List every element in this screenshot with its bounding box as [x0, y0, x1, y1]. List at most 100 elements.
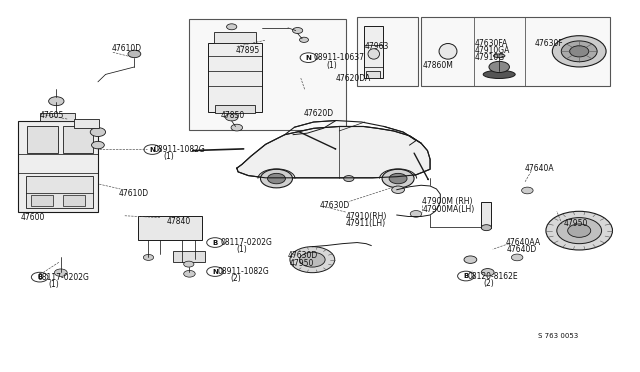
Circle shape: [382, 169, 414, 188]
Ellipse shape: [483, 70, 515, 78]
Circle shape: [231, 124, 243, 131]
Text: 47910GA: 47910GA: [475, 46, 510, 55]
Text: (1): (1): [237, 246, 248, 254]
Text: 47963: 47963: [365, 42, 389, 51]
Ellipse shape: [489, 61, 509, 73]
Text: 47640D: 47640D: [507, 246, 537, 254]
Text: 47640A: 47640A: [525, 164, 554, 173]
Text: 08911-1082G: 08911-1082G: [154, 145, 205, 154]
Circle shape: [410, 211, 422, 217]
Circle shape: [227, 24, 237, 30]
Circle shape: [570, 46, 589, 57]
Text: 47630FA: 47630FA: [475, 39, 508, 48]
Text: 47911(LH): 47911(LH): [346, 219, 386, 228]
Circle shape: [90, 128, 106, 137]
Text: 47860M: 47860M: [422, 61, 453, 70]
Text: 47600: 47600: [20, 213, 45, 222]
Text: N: N: [305, 55, 312, 61]
Text: N: N: [149, 147, 156, 153]
Circle shape: [290, 247, 335, 273]
Circle shape: [522, 187, 533, 194]
Text: 08120-8162E: 08120-8162E: [467, 272, 518, 280]
FancyBboxPatch shape: [74, 119, 99, 128]
Text: (1): (1): [48, 280, 59, 289]
Circle shape: [481, 269, 494, 276]
FancyBboxPatch shape: [481, 202, 491, 228]
Text: 47895: 47895: [236, 46, 260, 55]
Text: 08911-10637: 08911-10637: [314, 53, 365, 62]
Text: S 763 0053: S 763 0053: [538, 333, 578, 339]
Circle shape: [300, 53, 317, 62]
Circle shape: [392, 186, 404, 193]
Text: 47840: 47840: [166, 217, 191, 226]
FancyBboxPatch shape: [215, 105, 255, 113]
Circle shape: [389, 173, 407, 184]
Circle shape: [561, 41, 597, 62]
Circle shape: [458, 271, 474, 281]
Circle shape: [207, 267, 223, 276]
Circle shape: [268, 173, 285, 184]
FancyBboxPatch shape: [63, 126, 93, 153]
Circle shape: [49, 97, 64, 106]
Circle shape: [557, 218, 602, 244]
FancyBboxPatch shape: [26, 176, 93, 208]
Text: 47640AA: 47640AA: [506, 238, 541, 247]
FancyBboxPatch shape: [31, 195, 53, 206]
Text: 47620DA: 47620DA: [336, 74, 371, 83]
Text: 47610D: 47610D: [112, 44, 142, 53]
Circle shape: [344, 176, 354, 182]
Circle shape: [546, 211, 612, 250]
Text: 47910(RH): 47910(RH): [346, 212, 387, 221]
FancyBboxPatch shape: [189, 19, 346, 130]
Text: 47620D: 47620D: [304, 109, 334, 118]
FancyBboxPatch shape: [364, 26, 383, 78]
FancyBboxPatch shape: [18, 121, 98, 212]
Circle shape: [92, 141, 104, 149]
Text: 47950: 47950: [563, 219, 588, 228]
Circle shape: [481, 225, 492, 231]
Text: 47605: 47605: [40, 111, 64, 120]
FancyBboxPatch shape: [27, 126, 58, 153]
Circle shape: [464, 256, 477, 263]
Text: 47630D: 47630D: [288, 251, 318, 260]
Text: 08117-0202G: 08117-0202G: [37, 273, 89, 282]
FancyBboxPatch shape: [138, 216, 202, 240]
Circle shape: [300, 252, 325, 267]
Text: 47610D: 47610D: [118, 189, 148, 198]
Text: 47850: 47850: [221, 111, 245, 120]
Circle shape: [184, 270, 195, 277]
Text: (1): (1): [163, 153, 174, 161]
Circle shape: [31, 272, 48, 282]
Text: 47910G: 47910G: [475, 53, 505, 62]
Ellipse shape: [439, 44, 457, 59]
FancyBboxPatch shape: [357, 17, 418, 86]
Text: 47900M (RH): 47900M (RH): [422, 197, 473, 206]
FancyBboxPatch shape: [214, 32, 256, 43]
Polygon shape: [237, 126, 430, 178]
Text: (2): (2): [483, 279, 494, 288]
Circle shape: [144, 145, 161, 154]
Circle shape: [207, 238, 223, 247]
Circle shape: [54, 269, 67, 276]
Text: 47630D: 47630D: [320, 201, 350, 210]
Circle shape: [552, 36, 606, 67]
Circle shape: [568, 224, 591, 237]
Text: 08117-0202G: 08117-0202G: [221, 238, 273, 247]
Ellipse shape: [368, 49, 380, 59]
Circle shape: [300, 37, 308, 42]
Circle shape: [143, 254, 154, 260]
Ellipse shape: [493, 54, 505, 58]
Text: 47630F: 47630F: [535, 39, 564, 48]
Text: B: B: [37, 274, 42, 280]
Text: 47950: 47950: [289, 259, 314, 268]
Text: (1): (1): [326, 61, 337, 70]
Text: 08911-1082G: 08911-1082G: [218, 267, 269, 276]
Text: B: B: [212, 240, 218, 246]
Circle shape: [128, 50, 141, 58]
Circle shape: [511, 254, 523, 261]
Text: 47900MA(LH): 47900MA(LH): [422, 205, 475, 214]
Circle shape: [225, 113, 238, 121]
FancyBboxPatch shape: [421, 17, 610, 86]
Circle shape: [260, 169, 292, 188]
Text: (2): (2): [230, 275, 241, 283]
